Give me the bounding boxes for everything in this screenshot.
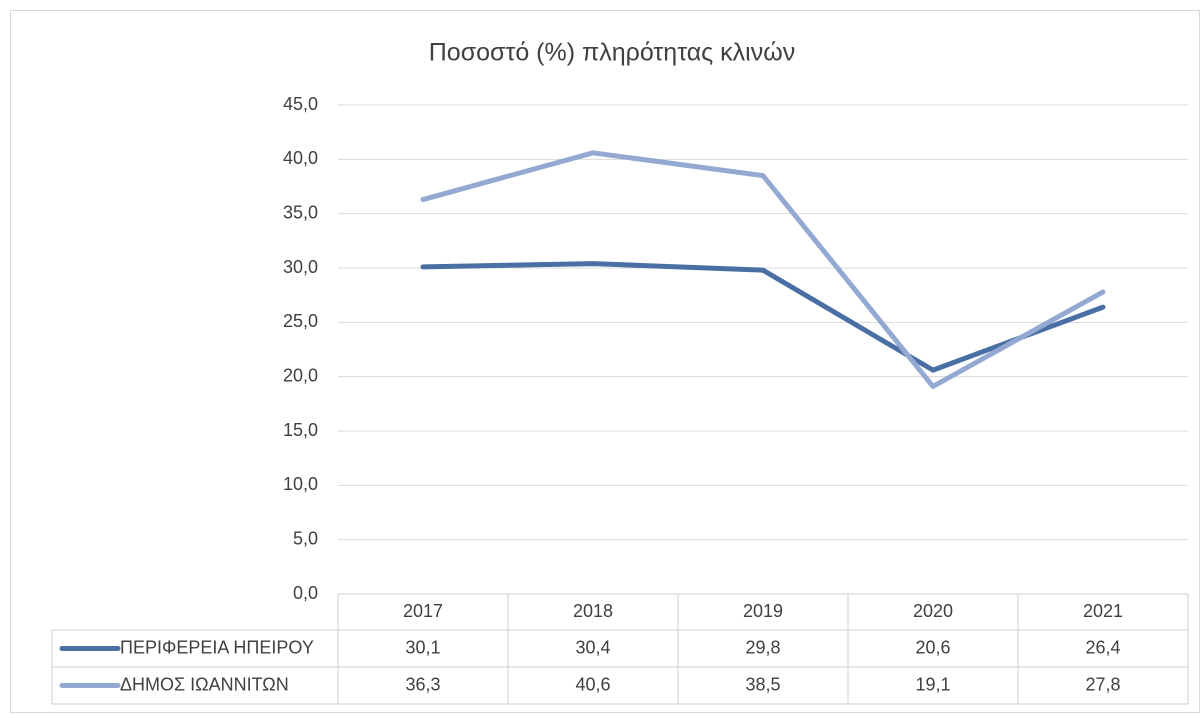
table-value: 19,1 (915, 674, 950, 694)
x-tick-label: 2021 (1083, 601, 1123, 621)
table-value: 30,1 (405, 637, 440, 657)
y-tick-label: 10,0 (283, 474, 318, 494)
table-value: 30,4 (575, 637, 610, 657)
y-tick-label: 20,0 (283, 365, 318, 385)
legend-label: ΠΕΡΙΦΕΡΕΙΑ ΗΠΕΙΡΟΥ (120, 637, 314, 657)
y-tick-label: 30,0 (283, 257, 318, 277)
y-tick-label: 5,0 (293, 528, 318, 548)
legend-label: ΔΗΜΟΣ ΙΩΑΝΝΙΤΩΝ (120, 674, 289, 694)
x-tick-label: 2018 (573, 601, 613, 621)
y-tick-label: 25,0 (283, 311, 318, 331)
x-tick-label: 2019 (743, 601, 783, 621)
table-value: 38,5 (745, 674, 780, 694)
table-value: 26,4 (1085, 637, 1120, 657)
x-tick-label: 2017 (403, 601, 443, 621)
y-tick-label: 45,0 (283, 94, 318, 114)
table-value: 20,6 (915, 637, 950, 657)
series-line (420, 150, 1106, 389)
series-line (420, 261, 1106, 373)
y-tick-label: 0,0 (293, 583, 318, 603)
chart-border (10, 10, 1200, 713)
chart-title: Ποσοστό (%) πληρότητας κλινών (429, 39, 796, 67)
table-value: 29,8 (745, 637, 780, 657)
x-tick-label: 2020 (913, 601, 953, 621)
table-value: 36,3 (405, 674, 440, 694)
y-tick-label: 35,0 (283, 202, 318, 222)
y-tick-label: 40,0 (283, 148, 318, 168)
y-tick-label: 15,0 (283, 420, 318, 440)
table-value: 27,8 (1085, 674, 1120, 694)
table-value: 40,6 (575, 674, 610, 694)
